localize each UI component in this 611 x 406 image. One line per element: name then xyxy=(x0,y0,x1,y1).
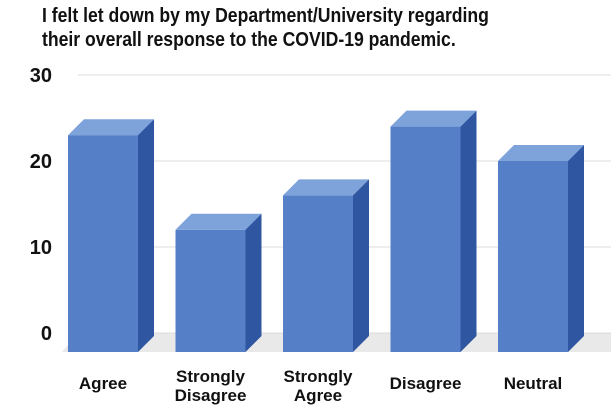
bar-front-face xyxy=(68,135,138,352)
chart-title: I felt let down by my Department/Univers… xyxy=(42,4,535,52)
bar xyxy=(498,145,584,352)
bar-side-face xyxy=(138,119,154,352)
bar-top-face xyxy=(175,213,262,230)
bar-side-face xyxy=(568,145,584,352)
bar-top-face xyxy=(498,145,584,161)
bar xyxy=(390,110,477,352)
y-tick-label: 20 xyxy=(30,151,52,173)
bar xyxy=(175,213,262,352)
x-category-label-line: Strongly xyxy=(176,367,245,386)
x-category-label-line: Agree xyxy=(294,386,342,405)
y-tick-label: 0 xyxy=(41,323,52,345)
x-category-label: Strongly Agree xyxy=(284,367,353,405)
bars xyxy=(68,110,584,352)
bar-front-face xyxy=(498,161,568,352)
x-category-label: Strongly Disagree xyxy=(175,367,247,405)
bar xyxy=(68,119,154,352)
x-category-label: Agree xyxy=(79,374,127,393)
bar-top-face xyxy=(390,110,477,127)
y-axis-tick-labels: 0 10 20 30 xyxy=(30,65,52,345)
y-tick-label: 10 xyxy=(30,237,52,259)
bar-side-face xyxy=(245,213,262,352)
chart-title-line-1: I felt let down by my Department/Univers… xyxy=(42,5,489,27)
x-category-label: Disagree xyxy=(390,374,462,393)
bar-front-face xyxy=(283,195,353,352)
bar-top-face xyxy=(283,179,369,196)
bar-front-face xyxy=(390,126,461,352)
bar xyxy=(283,179,369,352)
y-tick-label: 30 xyxy=(30,65,52,87)
bar-top-face xyxy=(68,119,154,136)
x-category-label: Neutral xyxy=(504,374,563,393)
x-category-label-line: Disagree xyxy=(175,386,247,405)
chart-title-line-2: their overall response to the COVID-19 p… xyxy=(42,29,456,51)
bar-front-face xyxy=(175,229,246,352)
bar-side-face xyxy=(353,179,369,352)
bar-side-face xyxy=(460,110,477,352)
x-category-label-line: Strongly xyxy=(284,367,353,386)
